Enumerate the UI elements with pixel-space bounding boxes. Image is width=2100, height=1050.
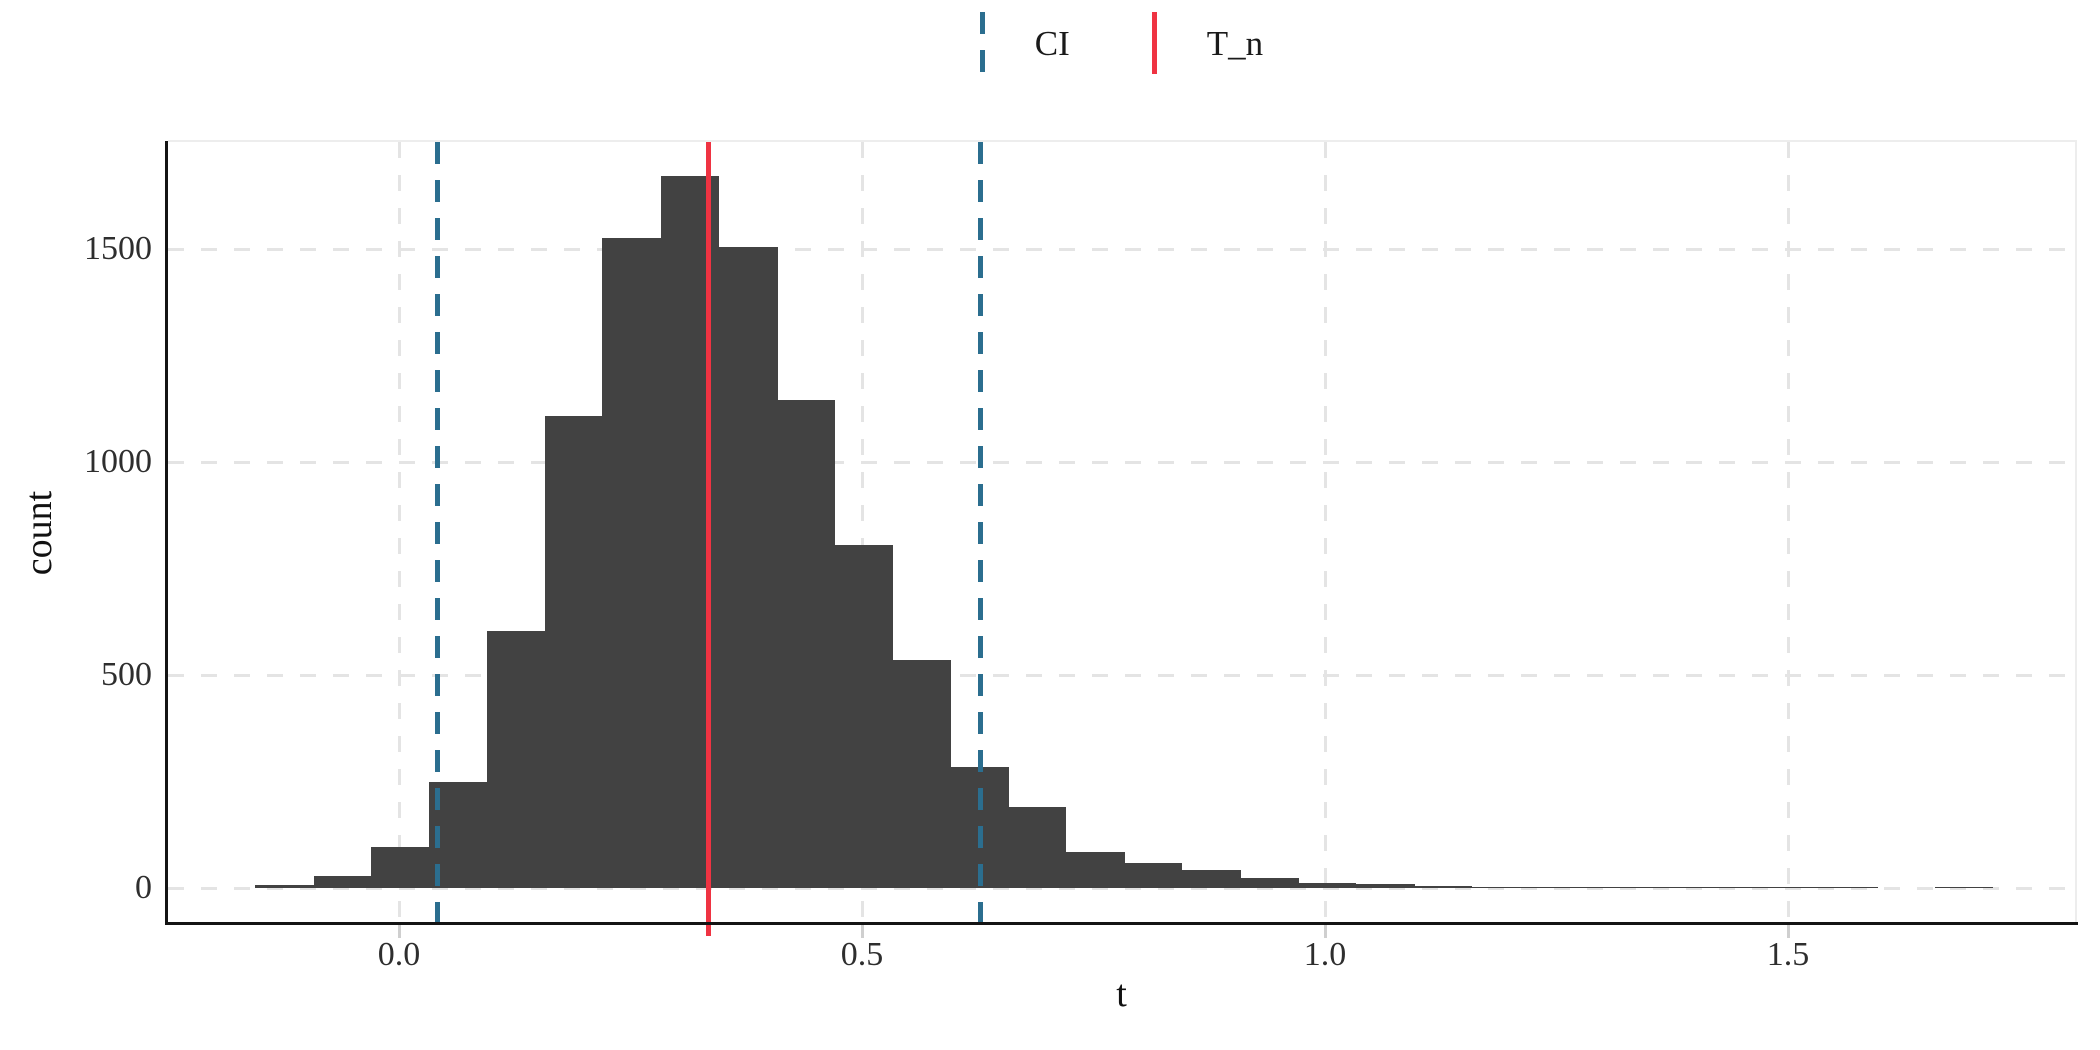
histogram-bar <box>1472 886 1531 888</box>
histogram-bar <box>313 876 372 888</box>
x-tick-label: 0.0 <box>377 936 421 973</box>
legend-label-ci: CI <box>1034 23 1070 63</box>
y-tick-label: 1000 <box>84 443 152 480</box>
x-tick-label: 1.5 <box>1766 936 1810 973</box>
histogram-bar <box>1066 851 1125 888</box>
legend-label-tn: T_n <box>1206 23 1264 63</box>
histogram-bar <box>1645 887 1704 888</box>
x-tick-label: 1.0 <box>1303 936 1347 973</box>
x-gridline <box>1786 142 1790 922</box>
y-gridline <box>168 460 2075 464</box>
histogram-bar <box>602 237 661 888</box>
y-tick-label: 0 <box>135 869 152 906</box>
histogram-bar <box>1413 886 1473 888</box>
y-axis-line <box>165 141 168 925</box>
x-gridline <box>1323 142 1327 922</box>
legend-item-tn: T_n <box>1151 12 1264 74</box>
x-tick <box>860 925 864 938</box>
y-tick-label: 500 <box>101 656 152 693</box>
ci-upper-vline <box>978 142 984 936</box>
y-axis-title: count <box>18 490 60 576</box>
histogram-bar <box>1587 886 1647 888</box>
y-gridline <box>168 886 2075 890</box>
y-gridline <box>168 247 2075 251</box>
plot-panel <box>168 142 2075 936</box>
histogram-bar <box>1240 878 1299 888</box>
panel-border-top <box>168 140 2077 142</box>
histogram-bar <box>892 660 951 888</box>
x-axis-line <box>165 922 2078 925</box>
legend: CI T_n <box>168 8 2075 78</box>
panel-border-right <box>2075 140 2077 924</box>
x-gridline <box>397 142 401 922</box>
histogram-bar <box>1182 870 1241 888</box>
histogram-bar <box>1297 883 1357 888</box>
ci-lower-vline <box>435 142 441 936</box>
x-gridline <box>860 142 864 922</box>
x-tick-label: 0.5 <box>840 936 884 973</box>
ci-line-key-icon <box>979 12 985 74</box>
x-tick <box>1323 925 1327 938</box>
histogram-bar <box>1123 863 1183 888</box>
histogram-bar <box>1760 887 1820 888</box>
histogram-bar <box>834 545 894 888</box>
tn-line-key-icon <box>1151 12 1157 74</box>
histogram-bar <box>545 415 604 888</box>
histogram-bar <box>1008 807 1067 888</box>
x-tick <box>1786 925 1790 938</box>
tn-vline <box>705 142 711 936</box>
x-tick <box>397 925 401 938</box>
histogram-bar <box>370 847 430 888</box>
histogram-bar <box>1529 887 1588 888</box>
histogram-bar <box>719 246 778 888</box>
histogram-bar <box>1356 884 1415 888</box>
histogram-bar <box>1819 887 1878 888</box>
x-axis-title: t <box>1116 973 1127 1015</box>
histogram-bar <box>1703 887 1762 888</box>
histogram-bar <box>776 399 835 888</box>
histogram-bar <box>255 885 314 888</box>
y-tick-label: 1500 <box>84 230 152 267</box>
histogram-bar <box>1935 887 1994 888</box>
legend-item-ci: CI <box>979 12 1070 74</box>
y-gridline <box>168 673 2075 677</box>
histogram-bar <box>486 630 546 888</box>
